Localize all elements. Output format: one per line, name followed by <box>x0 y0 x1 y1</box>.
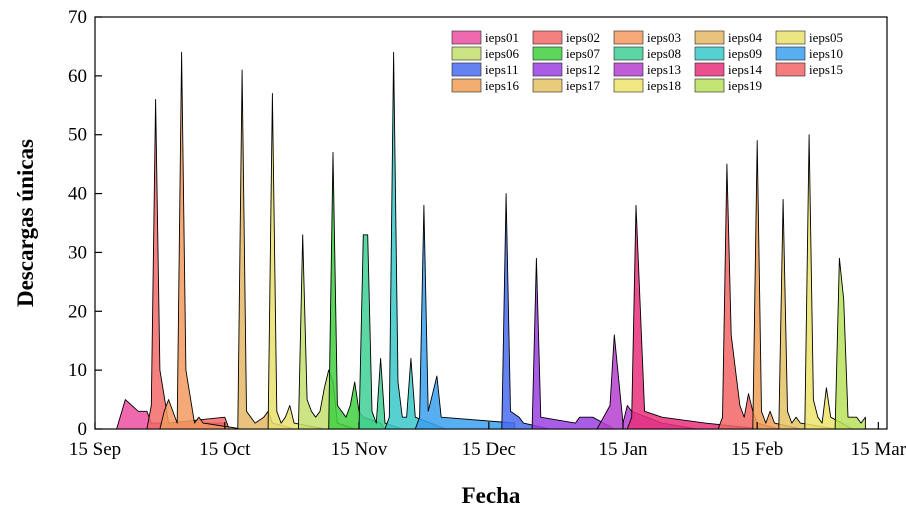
x-tick-label: 15 Dec <box>462 439 516 460</box>
series-areas <box>116 51 866 430</box>
legend-swatch-ieps19 <box>694 78 725 93</box>
area-series-ieps12 <box>531 257 615 430</box>
legend-swatch-ieps03 <box>613 30 644 45</box>
y-axis-title: Descargas únicas <box>13 139 38 307</box>
legend-swatch-ieps08 <box>613 46 644 61</box>
legend-swatch-ieps10 <box>775 46 806 61</box>
x-axis-title: Fecha <box>462 483 521 508</box>
legend-label-ieps07: ieps07 <box>566 46 600 61</box>
legend-label-ieps14: ieps14 <box>728 62 762 77</box>
x-tick-label: 15 Mar <box>851 439 906 460</box>
area-series-ieps09 <box>384 51 447 430</box>
legend-swatch-ieps02 <box>532 30 563 45</box>
legend-label-ieps03: ieps03 <box>647 30 681 45</box>
y-tick-label: 70 <box>68 7 87 28</box>
area-series-ieps15 <box>717 163 780 430</box>
legend-swatch-ieps14 <box>694 62 725 77</box>
area-series-ieps03 <box>159 51 243 430</box>
legend-swatch-ieps13 <box>613 62 644 77</box>
legend-swatch-ieps04 <box>694 30 725 45</box>
area-series-ieps06 <box>297 234 356 430</box>
legend-label-ieps05: ieps05 <box>809 30 843 45</box>
x-tick-label: 15 Sep <box>69 439 121 460</box>
legend-swatch-ieps17 <box>532 78 563 93</box>
y-tick-label: 10 <box>68 360 87 381</box>
legend-label-ieps08: ieps08 <box>647 46 681 61</box>
legend-label-ieps19: ieps19 <box>728 78 762 93</box>
y-tick-label: 50 <box>68 125 87 146</box>
legend-label-ieps06: ieps06 <box>485 46 519 61</box>
legend-label-ieps17: ieps17 <box>566 78 600 93</box>
legend-swatch-ieps15 <box>775 62 806 77</box>
area-series-ieps16 <box>752 140 801 430</box>
legend-swatch-ieps05 <box>775 30 806 45</box>
legend-swatch-ieps16 <box>451 78 482 93</box>
x-tick-label: 15 Feb <box>731 439 783 460</box>
legend-label-ieps09: ieps09 <box>728 46 762 61</box>
legend-swatch-ieps07 <box>532 46 563 61</box>
legend-swatch-ieps18 <box>613 78 644 93</box>
legend-swatch-ieps12 <box>532 62 563 77</box>
x-tick-label: 15 Nov <box>331 439 388 460</box>
area-series-ieps11 <box>501 193 550 430</box>
area-series-ieps04 <box>237 69 295 430</box>
y-tick-label: 60 <box>68 66 87 87</box>
legend-label-ieps16: ieps16 <box>485 78 519 93</box>
legend-swatch-ieps09 <box>694 46 725 61</box>
area-series-ieps05 <box>267 93 325 430</box>
y-tick-label: 30 <box>68 242 87 263</box>
legend-label-ieps18: ieps18 <box>647 78 681 93</box>
legend-label-ieps10: ieps10 <box>809 46 843 61</box>
legend-swatch-ieps11 <box>451 62 482 77</box>
area-series-ieps10 <box>414 204 516 430</box>
legend-label-ieps01: ieps01 <box>485 30 519 45</box>
legend-label-ieps11: ieps11 <box>485 62 518 77</box>
area-series-ieps14 <box>626 204 762 430</box>
legend-label-ieps04: ieps04 <box>728 30 762 45</box>
y-axis-ticks: 0 10 20 30 40 50 60 70 <box>68 7 102 440</box>
legend-label-ieps02: ieps02 <box>566 30 600 45</box>
y-tick-label: 20 <box>68 301 87 322</box>
x-tick-label: 15 Oct <box>199 439 251 460</box>
legend-label-ieps13: ieps13 <box>647 62 681 77</box>
area-series-ieps02 <box>146 98 230 430</box>
legend-label-ieps15: ieps15 <box>809 62 843 77</box>
legend-label-ieps12: ieps12 <box>566 62 600 77</box>
area-series-ieps19 <box>834 257 866 430</box>
legend-swatch-ieps06 <box>451 46 482 61</box>
x-tick-label: 15 Jan <box>598 439 648 460</box>
y-tick-label: 40 <box>68 184 87 205</box>
area-series-ieps07 <box>328 151 386 430</box>
y-tick-label: 0 <box>78 419 88 440</box>
x-axis-ticks: 15 Sep 15 Oct 15 Nov 15 Dec 15 Jan 15 Feb 15 M… <box>69 422 906 460</box>
legend-swatch-ieps01 <box>451 30 482 45</box>
